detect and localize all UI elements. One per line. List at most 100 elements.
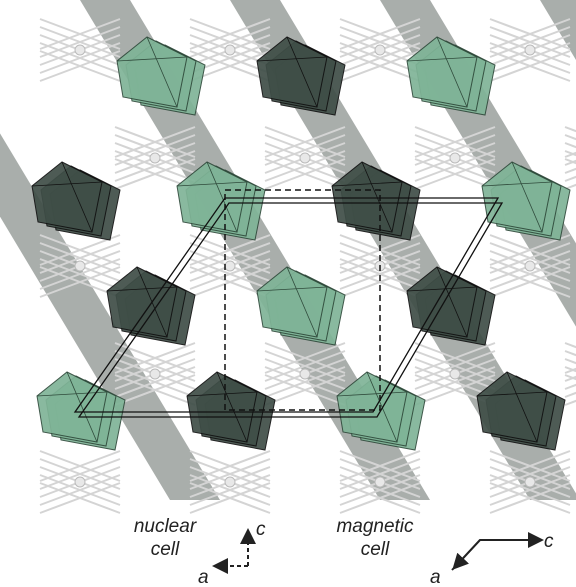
link <box>489 18 571 50</box>
edge <box>286 266 318 338</box>
edge <box>331 181 403 187</box>
link <box>114 366 196 398</box>
edge <box>511 161 543 233</box>
link <box>489 242 571 274</box>
edge <box>336 391 408 397</box>
link <box>39 242 121 274</box>
link <box>114 126 196 158</box>
atom <box>449 152 461 164</box>
atom <box>149 368 161 380</box>
octahedron <box>186 371 258 443</box>
link <box>339 50 421 82</box>
link <box>39 234 121 266</box>
edge <box>436 36 468 108</box>
edge <box>436 266 468 338</box>
link <box>414 350 496 382</box>
octahedron <box>36 371 108 443</box>
atom <box>524 44 536 56</box>
link <box>114 374 196 406</box>
link <box>39 266 121 298</box>
atom <box>299 368 311 380</box>
edge <box>176 181 248 187</box>
link <box>339 474 421 506</box>
link <box>489 482 571 514</box>
link <box>489 474 571 506</box>
link <box>39 50 121 82</box>
link <box>489 450 571 482</box>
link <box>339 26 421 58</box>
link <box>339 482 421 514</box>
link <box>489 258 571 290</box>
link <box>39 258 121 290</box>
link <box>264 366 346 398</box>
atom <box>224 260 236 272</box>
edge <box>256 56 328 62</box>
edge <box>256 286 328 292</box>
link <box>264 126 346 158</box>
link <box>39 26 121 58</box>
axis-label: c <box>256 519 266 540</box>
link <box>39 458 121 490</box>
label: cell <box>151 539 180 560</box>
edge <box>31 181 103 187</box>
link <box>189 450 271 482</box>
link <box>114 158 196 190</box>
link <box>414 150 496 182</box>
link <box>414 158 496 190</box>
atom <box>149 152 161 164</box>
atom <box>449 368 461 380</box>
edge <box>61 161 93 233</box>
link <box>489 458 571 490</box>
edge <box>66 371 98 443</box>
edge <box>216 371 248 443</box>
edge <box>116 56 188 62</box>
link <box>264 134 346 166</box>
link <box>39 450 121 482</box>
atom <box>74 476 86 488</box>
axis-label: a <box>198 567 209 587</box>
link <box>39 482 121 514</box>
link <box>489 234 571 266</box>
link <box>339 458 421 490</box>
atom <box>224 476 236 488</box>
link <box>189 18 271 50</box>
link <box>189 26 271 58</box>
edge <box>406 286 478 292</box>
edge <box>506 371 538 443</box>
link <box>39 42 121 74</box>
magnetic-cell-outline <box>73 197 504 418</box>
link <box>114 342 196 374</box>
edge <box>206 161 238 233</box>
edge <box>361 161 393 233</box>
link <box>489 266 571 298</box>
atom <box>524 476 536 488</box>
link <box>339 450 421 482</box>
link <box>489 50 571 82</box>
link <box>39 18 121 50</box>
label: cell <box>361 539 390 560</box>
link <box>114 150 196 182</box>
link <box>414 126 496 158</box>
links <box>39 18 576 514</box>
link <box>264 342 346 374</box>
link <box>414 134 496 166</box>
link <box>189 266 271 298</box>
link <box>489 26 571 58</box>
label: magnetic <box>336 516 414 537</box>
edge <box>106 286 178 292</box>
edge <box>286 36 318 108</box>
link <box>414 342 496 374</box>
edge <box>476 391 548 397</box>
atom <box>374 476 386 488</box>
link <box>39 474 121 506</box>
atom <box>74 260 86 272</box>
link <box>339 18 421 50</box>
nuclear-cell-outline <box>224 189 381 411</box>
edge <box>406 56 478 62</box>
link <box>189 50 271 82</box>
link <box>264 374 346 406</box>
link <box>414 374 496 406</box>
atom <box>374 44 386 56</box>
link <box>114 134 196 166</box>
